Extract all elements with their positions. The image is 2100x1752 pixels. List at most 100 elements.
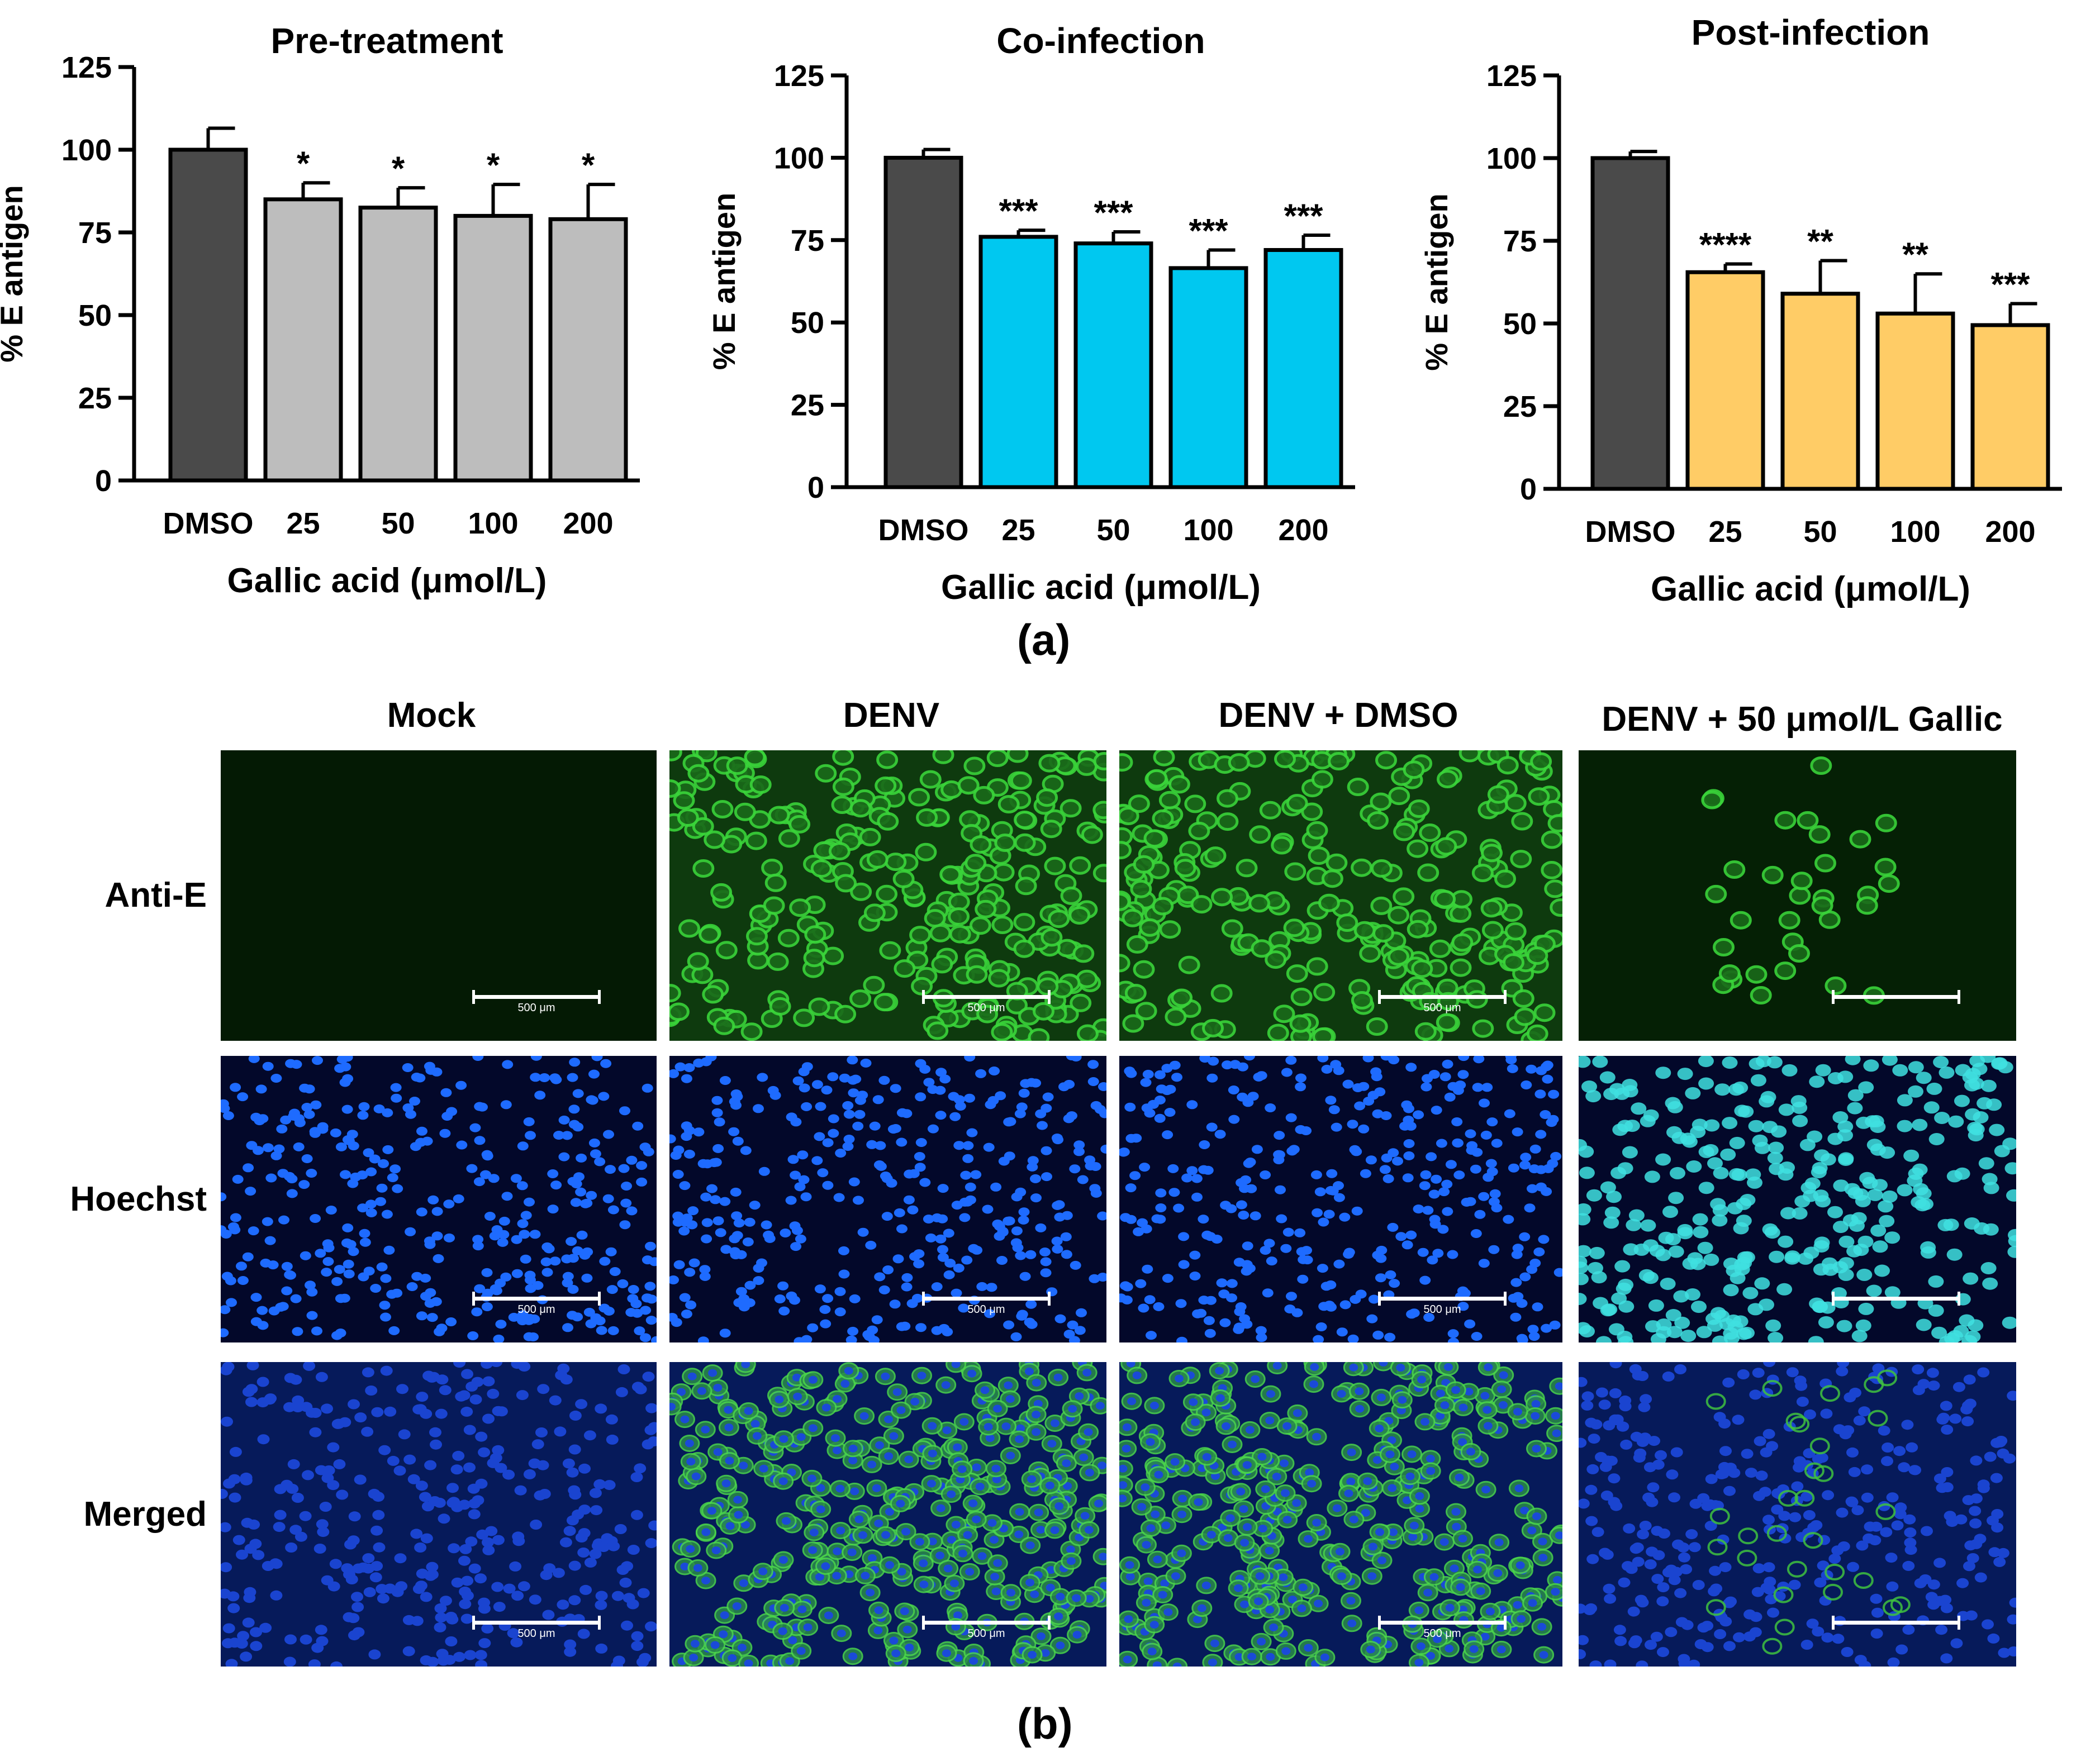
scale-bar-label: 500 μm — [967, 1627, 1005, 1640]
significance-label: ** — [1902, 236, 1928, 273]
x-tick-label: 50 — [1803, 515, 1837, 549]
micrograph-image — [669, 1056, 1106, 1342]
bar — [1780, 292, 1860, 491]
significance-label: *** — [1284, 197, 1323, 235]
x-tick-label: 200 — [1278, 513, 1328, 547]
scale-bar — [1832, 1616, 1960, 1630]
row-label: Anti-E — [104, 876, 207, 915]
y-tick-label: 25 — [1503, 390, 1537, 423]
micrograph-image — [1119, 1362, 1562, 1667]
micrograph-image — [1579, 1056, 2016, 1342]
y-tick-label: 0 — [1520, 473, 1537, 506]
scale-bar — [922, 1292, 1051, 1306]
scale-bar-label: 500 μm — [1423, 1002, 1461, 1014]
bar — [358, 206, 438, 483]
significance-label: * — [392, 150, 405, 187]
micrograph-image — [669, 750, 1106, 1041]
significance-label: *** — [1990, 265, 2030, 303]
x-tick-label: 50 — [381, 507, 415, 540]
bar — [453, 213, 533, 483]
significance-label: ** — [1807, 223, 1833, 260]
x-axis-label: Gallic acid (μmol/L) — [227, 561, 547, 600]
micrograph: 500 μm — [221, 1056, 657, 1342]
row-label: Hoechst — [70, 1179, 207, 1218]
x-tick-label: 200 — [563, 507, 613, 540]
x-tick-label: 100 — [1183, 513, 1233, 547]
micrograph-image — [669, 1362, 1106, 1667]
x-tick-label: 25 — [1001, 513, 1035, 547]
scale-bar — [1378, 990, 1507, 1004]
y-tick-label: 75 — [1503, 225, 1537, 258]
bar — [883, 155, 963, 489]
bar — [168, 147, 248, 483]
y-tick-label: 100 — [1486, 142, 1537, 175]
significance-label: * — [582, 146, 595, 184]
scale-bar-label: 500 μm — [967, 1002, 1005, 1014]
micrograph-image — [221, 750, 657, 1041]
x-tick-label: 100 — [468, 507, 518, 540]
micrograph-image — [1579, 1362, 2016, 1667]
scale-bar — [472, 1616, 601, 1630]
bar — [263, 197, 343, 483]
micrograph-image — [221, 1362, 657, 1667]
y-tick-label: 25 — [78, 382, 112, 415]
bar — [1685, 270, 1765, 491]
scale-bar-label: 500 μm — [1423, 1303, 1461, 1316]
micrograph: 500 μm — [1119, 750, 1562, 1041]
column-label: Mock — [387, 696, 476, 735]
micrograph: 500 μm — [1119, 1056, 1562, 1342]
scale-bar — [1378, 1292, 1507, 1306]
significance-label: * — [297, 145, 310, 182]
micrograph — [1579, 750, 2016, 1041]
micrograph — [1579, 1362, 2016, 1667]
x-tick-label: DMSO — [878, 513, 969, 547]
chart-title: Post-infection — [1692, 12, 1930, 53]
y-tick-label: 0 — [807, 471, 824, 504]
significance-label: * — [487, 146, 500, 184]
y-axis-label: % E antigen — [706, 193, 742, 370]
x-tick-label: 50 — [1096, 513, 1130, 547]
bar — [1970, 323, 2050, 491]
micrograph: 500 μm — [669, 750, 1106, 1041]
column-label: DENV + 50 μmol/L Gallic — [1602, 700, 2003, 739]
panel-a-label: (a) — [1017, 615, 1071, 664]
scale-bar — [1378, 1616, 1507, 1630]
x-tick-label: 25 — [1708, 515, 1742, 549]
scale-bar-label: 500 μm — [1423, 1627, 1461, 1640]
micrograph: 500 μm — [669, 1056, 1106, 1342]
micrograph-image — [221, 1056, 657, 1342]
y-tick-label: 50 — [1503, 307, 1537, 341]
x-tick-label: 200 — [1985, 515, 2035, 549]
y-tick-label: 125 — [61, 51, 112, 84]
micrograph-image — [1119, 1056, 1562, 1342]
micrograph-image — [1119, 750, 1562, 1041]
y-tick-label: 25 — [791, 389, 824, 422]
y-axis-label: % E antigen — [0, 185, 29, 362]
row-label: Merged — [83, 1494, 207, 1534]
significance-label: *** — [1094, 194, 1133, 231]
column-label: DENV — [843, 696, 940, 735]
column-label: DENV + DMSO — [1218, 696, 1458, 735]
scale-bar-label: 500 μm — [967, 1303, 1005, 1316]
micrograph-image — [1579, 750, 2016, 1041]
scale-bar-label: 500 μm — [517, 1002, 555, 1014]
bar — [1263, 247, 1343, 489]
x-tick-label: 25 — [286, 507, 320, 540]
y-tick-label: 100 — [774, 141, 824, 175]
scale-bar — [472, 990, 601, 1004]
y-tick-label: 100 — [61, 134, 112, 167]
y-tick-label: 50 — [791, 306, 824, 340]
significance-label: **** — [1699, 226, 1752, 263]
x-axis-label: Gallic acid (μmol/L) — [1651, 570, 1970, 608]
y-tick-label: 125 — [774, 59, 824, 93]
micrograph: 500 μm — [669, 1362, 1106, 1667]
x-tick-label: DMSO — [163, 507, 254, 540]
micrograph — [1579, 1056, 2016, 1342]
scale-bar — [472, 1292, 601, 1306]
bar — [1168, 266, 1248, 489]
bar — [978, 235, 1058, 489]
x-tick-label: 100 — [1890, 515, 1940, 549]
scale-bar — [922, 1616, 1051, 1630]
y-tick-label: 125 — [1486, 59, 1537, 93]
